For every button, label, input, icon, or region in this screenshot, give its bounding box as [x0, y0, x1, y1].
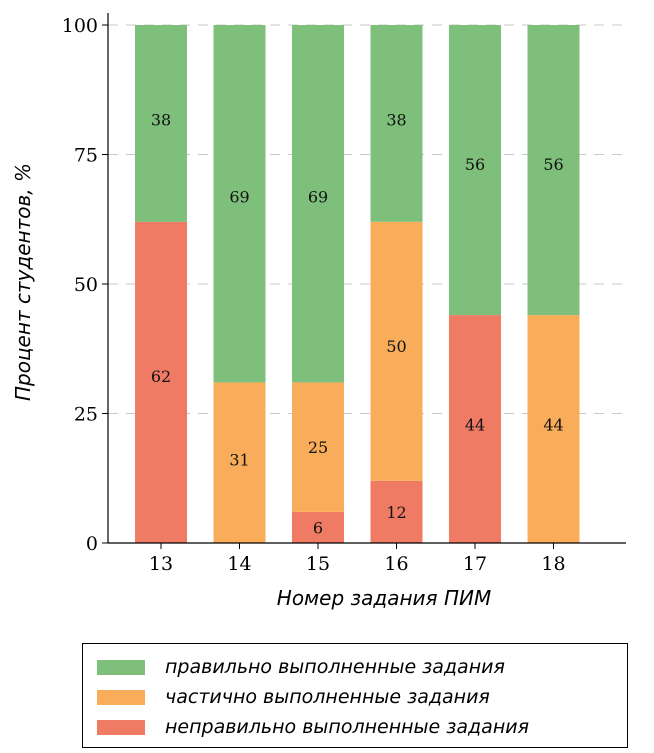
y-tick-label: 100: [62, 15, 98, 37]
data-label: 25: [308, 438, 328, 457]
gridlines: [108, 24, 626, 414]
legend-swatch-partial: [97, 689, 145, 705]
x-tick-label: 15: [306, 553, 330, 575]
bar-segment: [135, 221, 187, 543]
x-tick-label: 14: [227, 553, 251, 575]
x-tick-label: 16: [384, 553, 408, 575]
bar-segment: [135, 25, 187, 222]
bar-segment: [449, 25, 501, 316]
legend: правильно выполненные задания частично в…: [82, 643, 628, 748]
axes: 0 25 50 75 100 13 14 15 16 17 18: [62, 13, 626, 575]
data-label: 62: [151, 367, 171, 386]
data-label: 69: [229, 188, 249, 207]
legend-label-incorrect: неправильно выполненные задания: [165, 716, 530, 738]
bar-segment: [292, 511, 344, 543]
bar-segment: [292, 25, 344, 383]
data-label: 69: [308, 188, 328, 207]
bar-segment: [370, 25, 423, 222]
legend-item-partial: частично выполненные задания: [97, 682, 627, 712]
x-tick-label: 17: [463, 553, 487, 575]
bar-segment: [449, 315, 501, 543]
data-label: 12: [386, 503, 406, 522]
legend-item-incorrect: неправильно выполненные задания: [97, 712, 627, 742]
data-label: 56: [543, 155, 563, 174]
data-label: 44: [543, 415, 563, 434]
data-label: 6: [313, 518, 323, 537]
data-label: 38: [386, 110, 406, 129]
y-tick-label: 25: [74, 404, 98, 426]
y-tick-label: 75: [74, 145, 98, 167]
bar-segment: [292, 382, 344, 512]
x-tick-label: 18: [541, 553, 565, 575]
x-axis-title: Номер задания ПИМ: [277, 586, 491, 610]
data-label: 44: [465, 415, 485, 434]
bar-segment: [213, 25, 266, 383]
bar-segment: [370, 221, 423, 481]
y-tick-label: 0: [86, 533, 98, 555]
y-tick-label: 50: [74, 274, 98, 296]
stacked-bar-chart: 62 38 31 69 6 25 69 12 50 38 44 56 44 56 0 25 50 75 100 13…: [11, 13, 626, 610]
x-tick-label: 13: [149, 553, 173, 575]
data-label: 38: [151, 110, 171, 129]
bar-segment: [527, 25, 580, 316]
data-label: 56: [465, 155, 485, 174]
legend-swatch-correct: [97, 659, 145, 675]
bar-segment: [527, 315, 580, 543]
data-label: 50: [386, 337, 406, 356]
data-label: 31: [229, 450, 249, 469]
legend-item-correct: правильно выполненные задания: [97, 652, 627, 682]
bars: [135, 25, 580, 543]
y-axis-title: Процент студентов, %: [11, 163, 35, 401]
data-labels: 62 38 31 69 6 25 69 12 50 38 44 56 44 56: [151, 110, 564, 537]
bar-segment: [370, 480, 423, 543]
legend-swatch-incorrect: [97, 719, 145, 735]
legend-label-correct: правильно выполненные задания: [165, 656, 505, 678]
bar-segment: [213, 382, 266, 543]
legend-label-partial: частично выполненные задания: [165, 686, 490, 708]
